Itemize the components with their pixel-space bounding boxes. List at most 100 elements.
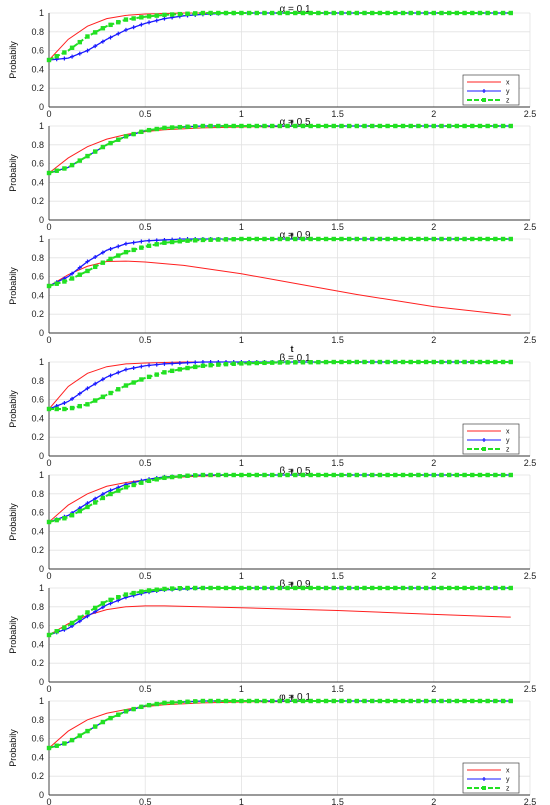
marker-z: [470, 472, 475, 478]
marker-z: [146, 588, 152, 593]
marker-z: [46, 632, 52, 638]
marker-z: [177, 699, 183, 705]
marker-z: [316, 236, 321, 242]
marker-z: [139, 377, 144, 382]
marker-z: [331, 236, 336, 242]
subplot-title: β = 0.1: [279, 353, 310, 364]
marker-z: [123, 134, 129, 139]
series-z: [46, 698, 513, 751]
marker-z: [200, 698, 206, 704]
marker-z: [346, 698, 352, 704]
marker-z: [446, 123, 452, 129]
marker-z: [92, 500, 98, 505]
marker-z: [100, 601, 106, 606]
marker-z: [293, 698, 298, 704]
marker-z: [354, 123, 360, 129]
marker-z: [54, 406, 59, 412]
marker-y: [108, 488, 113, 493]
marker-z: [169, 368, 175, 374]
marker-z: [146, 14, 152, 19]
marker-z: [269, 10, 275, 16]
x-tick-label: 2.5: [524, 335, 537, 345]
marker-z: [470, 123, 475, 129]
marker-z: [139, 129, 144, 135]
marker-z: [316, 472, 321, 478]
marker-z: [362, 236, 367, 242]
marker-z: [431, 472, 436, 478]
marker-z: [416, 10, 421, 16]
marker-z: [446, 698, 452, 704]
subplot-title: β = 0.5: [279, 466, 310, 477]
marker-z: [200, 363, 206, 368]
marker-y: [116, 244, 121, 249]
marker-z: [269, 698, 275, 704]
marker-z: [493, 10, 498, 16]
marker-z: [508, 123, 513, 129]
marker-z: [269, 360, 275, 365]
marker-z: [69, 405, 75, 411]
marker-z: [323, 472, 329, 478]
marker-z: [316, 359, 321, 365]
marker-y: [108, 373, 113, 378]
marker-z: [331, 123, 336, 129]
marker-z: [162, 586, 167, 592]
y-tick-label: 0.2: [31, 83, 44, 93]
marker-z: [416, 359, 421, 365]
marker-z: [54, 743, 59, 748]
marker-z: [500, 698, 506, 704]
y-tick-label: 1: [39, 8, 44, 18]
marker-z: [116, 595, 121, 600]
marker-z: [62, 741, 67, 746]
marker-z: [77, 403, 82, 409]
marker-z: [100, 495, 106, 501]
marker-z: [408, 698, 413, 704]
marker-z: [439, 472, 444, 478]
marker-z: [385, 472, 390, 478]
x-tick-label: 1.5: [331, 222, 344, 232]
y-tick-label: 1: [39, 121, 44, 131]
marker-z: [246, 698, 252, 704]
y-tick-label: 0: [39, 564, 44, 574]
marker-z: [323, 698, 329, 704]
marker-z: [385, 585, 390, 591]
marker-z: [162, 370, 167, 375]
marker-z: [139, 589, 144, 594]
x-tick-label: 0.5: [139, 797, 152, 805]
marker-z: [223, 472, 229, 478]
marker-z: [339, 236, 344, 242]
marker-z: [216, 362, 221, 367]
marker-z: [62, 625, 67, 630]
series-line-x: [48, 474, 511, 523]
marker-z: [277, 360, 283, 365]
grid: [48, 587, 531, 683]
x-tick-label: 0: [46, 797, 51, 805]
marker-y: [193, 360, 198, 365]
marker-z: [493, 359, 498, 365]
x-tick-label: 1: [239, 109, 244, 119]
x-tick-label: 2: [431, 109, 436, 119]
y-tick-label: 0.6: [31, 159, 44, 169]
marker-z: [223, 585, 229, 591]
marker-z: [393, 123, 398, 129]
marker-z: [208, 237, 213, 242]
marker-z: [223, 698, 229, 704]
legend-label-y: y: [506, 438, 510, 445]
marker-z: [116, 137, 121, 142]
marker-y: [131, 240, 136, 245]
marker-z: [200, 10, 206, 16]
marker-z: [177, 367, 183, 372]
marker-z: [385, 236, 390, 242]
marker-z: [46, 170, 52, 176]
marker-z: [262, 10, 267, 16]
marker-z: [77, 615, 82, 620]
marker-z: [454, 236, 460, 242]
marker-z: [177, 124, 183, 130]
y-tick-label: 0: [39, 215, 44, 225]
legend-label-y: y: [506, 777, 510, 784]
marker-z: [239, 10, 244, 16]
marker-z: [408, 585, 413, 591]
marker-z: [339, 10, 344, 16]
marker-z: [193, 364, 198, 370]
marker-z: [377, 472, 383, 478]
marker-z: [300, 123, 306, 129]
